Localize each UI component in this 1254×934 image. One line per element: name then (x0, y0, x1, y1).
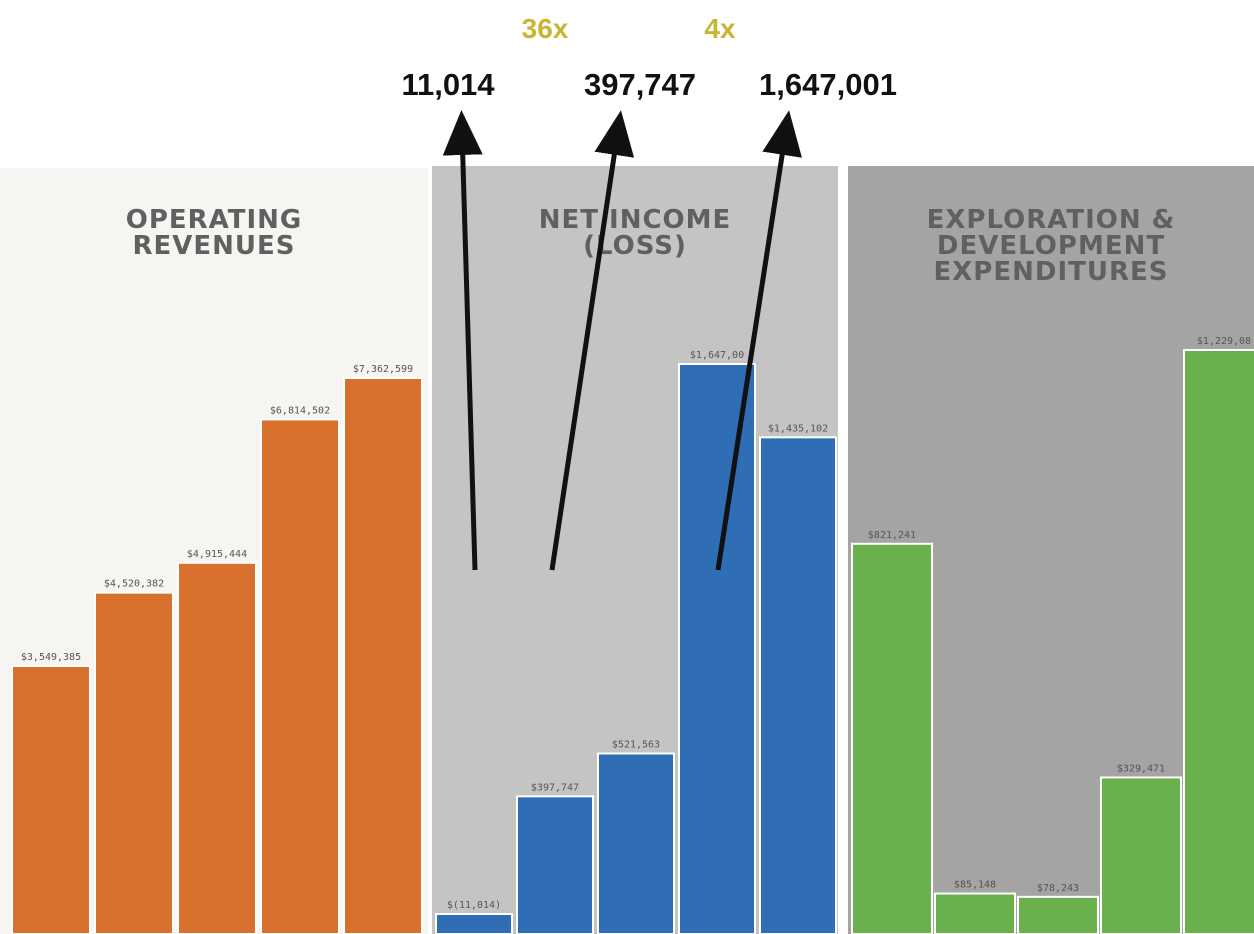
bar-value-label: $3,549,385 (21, 652, 81, 663)
bar-value-label: $821,241 (868, 530, 916, 541)
bar-value-label: $1,435,102 (768, 423, 828, 434)
panel-2: NET INCOME(LOSS)$(11,014)$397,747$521,56… (432, 166, 838, 934)
panel-3: EXPLORATION &DEVELOPMENTEXPENDITURES$821… (848, 166, 1254, 934)
bar (95, 593, 173, 934)
bar (261, 419, 339, 934)
bar-value-label: $521,563 (612, 739, 660, 750)
bar (679, 364, 755, 934)
bar (178, 563, 256, 934)
annotation-value: 1,647,001 (759, 67, 897, 102)
bar (935, 894, 1015, 934)
panel-title-line: EXPENDITURES (934, 257, 1169, 287)
bar (1018, 897, 1098, 934)
bar-value-label: $7,362,599 (353, 364, 413, 375)
bar-value-label: $78,243 (1037, 883, 1079, 894)
bar (852, 544, 932, 934)
bar (517, 796, 593, 934)
bar-value-label: $(11,014) (447, 900, 501, 911)
bar (760, 437, 836, 934)
panel-title-line: REVENUES (132, 231, 295, 261)
bar-value-label: $4,520,382 (104, 579, 164, 590)
bar-value-label: $4,915,444 (187, 549, 247, 560)
annotation-multiplier: 4x (704, 13, 736, 44)
bar-value-label: $397,747 (531, 782, 579, 793)
bar-value-label: $329,471 (1117, 763, 1165, 774)
bar (598, 753, 674, 934)
bar (436, 914, 512, 934)
bar-value-label: $1,647,00 (690, 350, 744, 361)
annotation-value: 11,014 (401, 67, 495, 102)
bar-value-label: $1,229,08 (1197, 336, 1251, 347)
panel-1: OPERATINGREVENUES$3,549,385$4,520,382$4,… (0, 168, 428, 934)
bar (12, 666, 90, 934)
bar (344, 378, 422, 934)
bar (1101, 777, 1181, 934)
bar-value-label: $6,814,502 (270, 405, 330, 416)
annotation-value: 397,747 (584, 67, 696, 102)
bar (1184, 350, 1254, 934)
annotation-multiplier: 36x (522, 13, 569, 44)
bar-value-label: $85,148 (954, 880, 996, 891)
